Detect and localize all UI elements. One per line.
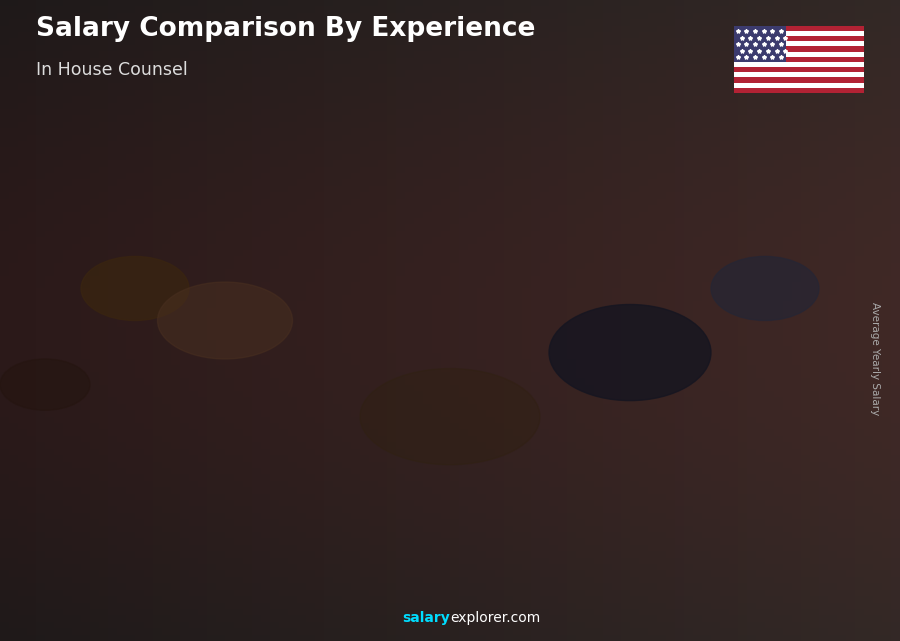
Bar [734, 46, 864, 51]
Bar [734, 88, 864, 93]
Text: 79,100 USD: 79,100 USD [69, 446, 144, 460]
Polygon shape [773, 244, 783, 564]
Bar [734, 78, 864, 83]
Bar [734, 72, 864, 78]
Text: 167,000 USD: 167,000 USD [444, 303, 526, 315]
Bar [459, 288, 524, 564]
Text: 193,000 USD: 193,000 USD [693, 260, 776, 272]
Bar [734, 26, 786, 62]
Text: 180,000 USD: 180,000 USD [569, 281, 652, 294]
Ellipse shape [360, 369, 540, 465]
Bar [708, 244, 773, 564]
Bar [734, 41, 864, 46]
Ellipse shape [711, 256, 819, 320]
Ellipse shape [549, 304, 711, 401]
Text: In House Counsel: In House Counsel [36, 61, 188, 79]
Polygon shape [648, 266, 658, 564]
Text: Average Yearly Salary: Average Yearly Salary [869, 303, 880, 415]
Text: Salary Comparison By Experience: Salary Comparison By Experience [36, 16, 536, 42]
Text: explorer.com: explorer.com [450, 611, 540, 625]
Polygon shape [399, 332, 409, 564]
Text: 105,000 USD: 105,000 USD [194, 403, 277, 417]
Text: +19%: +19% [402, 257, 455, 275]
Bar [734, 67, 864, 72]
Polygon shape [274, 390, 284, 564]
Ellipse shape [81, 256, 189, 320]
Bar [734, 56, 864, 62]
Text: +32%: +32% [153, 359, 206, 378]
Text: +8%: +8% [533, 229, 574, 247]
Bar [734, 51, 864, 56]
Text: 140,000 USD: 140,000 USD [320, 347, 401, 360]
Bar [85, 433, 149, 564]
Bar [583, 266, 648, 564]
Ellipse shape [0, 359, 90, 410]
Polygon shape [524, 288, 534, 564]
Text: +7%: +7% [657, 207, 699, 225]
Polygon shape [149, 433, 159, 564]
Bar [734, 36, 864, 41]
Text: salary: salary [402, 611, 450, 625]
Bar [334, 332, 399, 564]
Text: +34%: +34% [277, 306, 331, 324]
Bar [734, 26, 864, 31]
Bar [734, 62, 864, 67]
Bar [734, 83, 864, 88]
Bar [734, 31, 864, 36]
Bar [210, 390, 274, 564]
Ellipse shape [158, 282, 292, 359]
